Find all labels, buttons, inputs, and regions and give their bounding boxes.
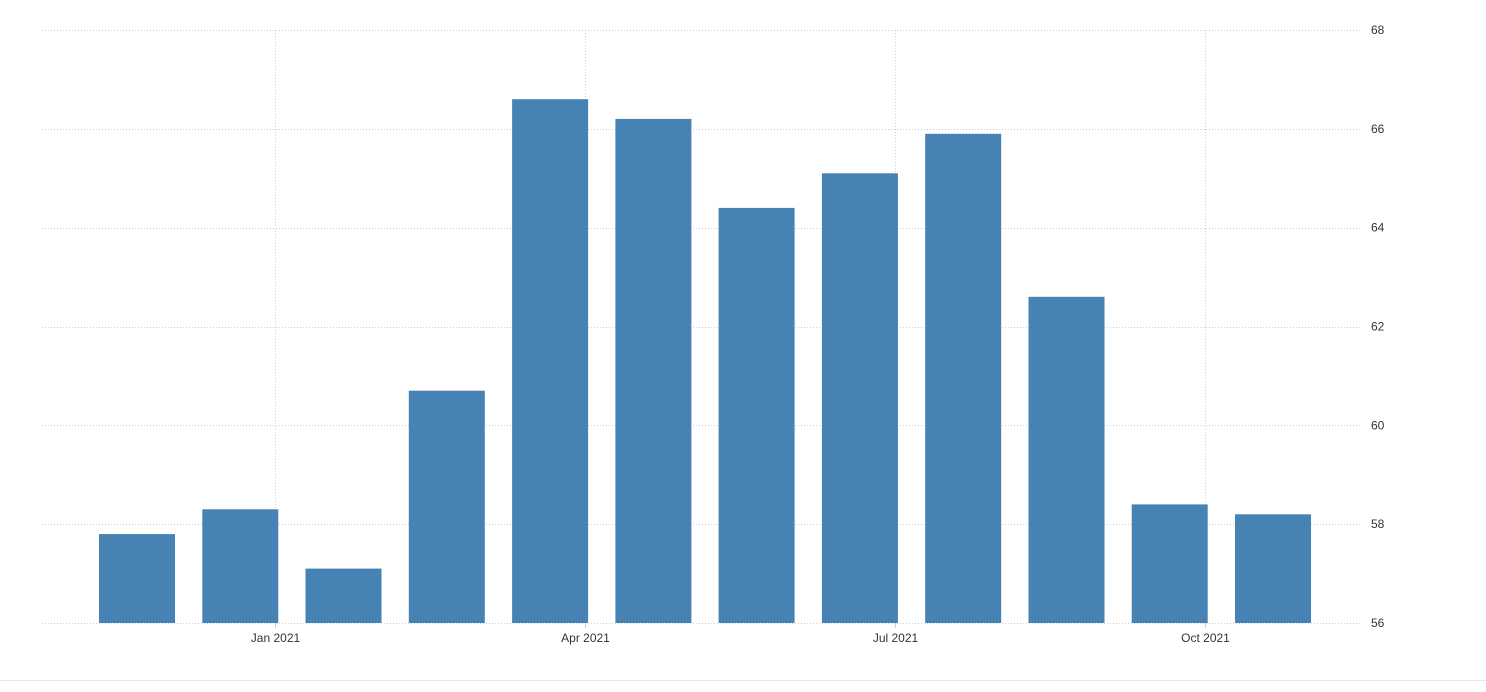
y-tick-label: 66 [1371,122,1385,136]
y-tick-label: 60 [1371,418,1385,432]
y-tick-label: 64 [1371,221,1385,235]
y-axis: 56 58 60 62 64 66 68 [1371,23,1385,630]
bar-aug-2021[interactable] [1028,296,1105,623]
bar-sep-2021[interactable] [1131,504,1208,623]
bar-mar-2021[interactable] [512,99,589,623]
y-tick-label: 56 [1371,616,1385,630]
x-tick-label: Apr 2021 [561,631,610,645]
x-tick-label: Jan 2021 [251,631,301,645]
bar-jun-2021[interactable] [821,173,898,624]
y-tick-label: 68 [1371,23,1385,37]
bar-may-2021[interactable] [718,207,795,623]
y-tick-label: 62 [1371,320,1385,334]
bar-jan-2021[interactable] [305,568,382,623]
bar-oct-2021[interactable] [1235,514,1311,623]
x-tick-label: Oct 2021 [1181,631,1230,645]
bottom-divider [0,680,1486,681]
x-tick-label: Jul 2021 [873,631,919,645]
x-axis: Jan 2021 Apr 2021 Jul 2021 Oct 2021 [251,623,1230,645]
bar-feb-2021[interactable] [408,390,485,623]
bar-nov-2020[interactable] [99,534,175,623]
bar-apr-2021[interactable] [615,118,692,624]
bar-dec-2020[interactable] [202,509,279,623]
bar-jul-2021[interactable] [925,133,1002,624]
bar-series [99,99,1311,624]
y-tick-label: 58 [1371,517,1385,531]
